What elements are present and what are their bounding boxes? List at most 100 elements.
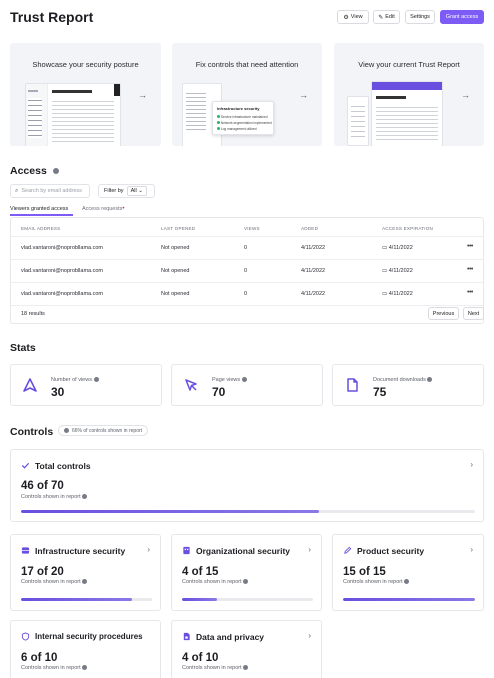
controls-fraction: 46 of 70: [21, 480, 64, 492]
stat-card-downloads: Document downloads 75: [332, 364, 484, 406]
card-title: Product security: [357, 546, 425, 556]
tab-viewers-granted-access[interactable]: Viewers granted access: [10, 206, 69, 212]
card-title: Total controls: [35, 461, 91, 471]
stats-section-title: Stats: [10, 342, 36, 354]
row-menu-icon[interactable]: •••: [467, 243, 473, 250]
stat-value: 70: [212, 385, 226, 399]
stat-label: Number of views: [51, 377, 99, 383]
infrastructure-panel-preview: Infrastructure security Service infrastr…: [212, 101, 274, 135]
filter-select[interactable]: All ⌄: [126, 186, 147, 196]
info-icon: [64, 428, 69, 433]
info-icon[interactable]: [52, 168, 59, 175]
access-title-text: Access: [10, 165, 47, 177]
document-icon: [347, 378, 358, 392]
control-card-organizational[interactable]: Organizational security › 4 of 15 Contro…: [171, 534, 322, 611]
hero-card-view-report[interactable]: View your current Trust Report →: [334, 43, 484, 146]
progress-bar: [21, 510, 475, 513]
calendar-icon: ▭: [382, 291, 388, 297]
report-preview-small: [347, 96, 369, 146]
column-header-last-opened: LAST OPENED: [161, 226, 196, 231]
card-title: Infrastructure security: [35, 546, 126, 556]
controls-sub-text: Controls shown in report: [21, 665, 81, 671]
controls-sub-text: Controls shown in report: [343, 579, 403, 585]
info-icon[interactable]: [404, 579, 410, 585]
control-card-infrastructure[interactable]: Infrastructure security › 17 of 20 Contr…: [10, 534, 161, 611]
info-icon[interactable]: [93, 377, 99, 383]
controls-fraction: 6 of 10: [21, 652, 58, 664]
control-card-data-privacy[interactable]: Data and privacy › 4 of 10 Controls show…: [171, 620, 322, 678]
filter-dropdown[interactable]: Filter by All ⌄: [98, 184, 155, 198]
report-preview-main: [371, 81, 443, 146]
controls-section-title: Controls: [10, 426, 54, 438]
grant-access-button[interactable]: Grant access: [440, 10, 484, 24]
progress-fill: [182, 598, 217, 601]
controls-sub: Controls shown in report: [21, 665, 88, 671]
controls-sub: Controls shown in report: [182, 665, 249, 671]
results-count: 18 results: [21, 311, 45, 317]
cell-email: vlad.vantaroni@noprobllama.com: [21, 268, 104, 274]
filter-label: Filter by: [104, 188, 124, 194]
view-button-label: View: [350, 14, 363, 20]
arrow-right-icon: →: [461, 90, 470, 100]
chevron-right-icon: ›: [308, 631, 311, 640]
card-title: Organizational security: [196, 546, 290, 556]
row-menu-icon[interactable]: •••: [467, 266, 473, 273]
search-placeholder: Search by email address: [21, 188, 82, 194]
preview-item: Log management utilized: [220, 127, 257, 131]
hero-card-fix-controls[interactable]: Fix controls that need attention Infrast…: [172, 43, 322, 146]
building-icon: [183, 546, 190, 555]
progress-fill: [21, 510, 320, 513]
info-icon[interactable]: [82, 494, 88, 500]
settings-button[interactable]: Settings: [405, 10, 435, 24]
controls-sub-text: Controls shown in report: [21, 579, 81, 585]
search-icon: ⌕: [15, 187, 19, 194]
controls-fraction: 15 of 15: [343, 566, 386, 578]
previous-button[interactable]: Previous: [428, 307, 459, 320]
active-tab-indicator: [10, 214, 73, 216]
info-icon[interactable]: [243, 579, 249, 585]
stat-card-views: Number of views 30: [10, 364, 162, 406]
control-card-product[interactable]: Product security › 15 of 15 Controls sho…: [332, 534, 484, 611]
control-card-internal-procedures[interactable]: Internal security procedures 6 of 10 Con…: [10, 620, 161, 678]
hero-card-title: View your current Trust Report: [358, 60, 460, 69]
info-icon[interactable]: [427, 377, 433, 383]
chevron-right-icon: ›: [308, 545, 311, 554]
pen-icon: [344, 546, 352, 554]
edit-button[interactable]: ✎ Edit: [373, 10, 400, 24]
cell-last-opened: Not opened: [161, 291, 190, 297]
table-row[interactable]: vlad.vantaroni@noprobllama.com Not opene…: [11, 237, 483, 259]
table-row[interactable]: vlad.vantaroni@noprobllama.com Not opene…: [11, 283, 483, 305]
info-icon[interactable]: [241, 377, 247, 383]
edit-button-label: Edit: [385, 14, 395, 20]
stat-label-text: Document downloads: [373, 377, 426, 383]
tab-access-requests[interactable]: Access requests•: [82, 206, 124, 212]
chevron-right-icon: ›: [470, 545, 473, 554]
info-icon[interactable]: [82, 579, 88, 585]
cell-views: 0: [244, 268, 248, 274]
table-row[interactable]: vlad.vantaroni@noprobllama.com Not opene…: [11, 260, 483, 282]
preview-item: Service infrastructure maintained: [220, 115, 268, 119]
filter-value: All: [130, 188, 137, 194]
arrow-right-icon: →: [299, 90, 308, 100]
cell-added: 4/11/2022: [301, 291, 326, 297]
total-controls-card[interactable]: Total controls › 46 of 70 Controls shown…: [10, 449, 484, 522]
cell-last-opened: Not opened: [161, 245, 190, 251]
cell-email: vlad.vantaroni@noprobllama.com: [21, 291, 104, 297]
stat-label: Document downloads: [373, 377, 433, 383]
stat-value: 75: [373, 385, 387, 399]
info-icon[interactable]: [243, 665, 249, 671]
cell-added: 4/11/2022: [301, 268, 326, 274]
access-section-title: Access: [10, 165, 59, 177]
controls-fraction: 17 of 20: [21, 566, 64, 578]
hero-card-showcase[interactable]: Showcase your security posture →: [10, 43, 161, 146]
stat-label-text: Number of views: [51, 377, 92, 383]
stat-value: 30: [51, 385, 65, 399]
tab-label: Access requests: [82, 206, 123, 212]
view-button[interactable]: ⚙ View: [337, 10, 369, 24]
next-button[interactable]: Next: [463, 307, 484, 320]
row-menu-icon[interactable]: •••: [467, 289, 473, 296]
controls-sub: Controls shown in report: [21, 579, 88, 585]
progress-bar: [182, 598, 313, 601]
search-input[interactable]: ⌕ Search by email address: [10, 184, 90, 198]
info-icon[interactable]: [82, 665, 88, 671]
